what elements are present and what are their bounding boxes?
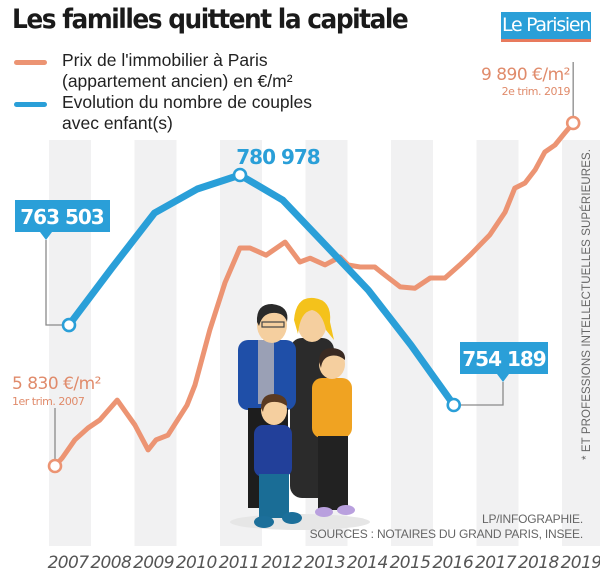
boy-shoe: [282, 512, 302, 524]
x-tick-label: 2012: [261, 553, 302, 573]
legend-item-price: Prix de l'immobilier à Paris (appartemen…: [12, 50, 312, 92]
father-shirt: [258, 340, 274, 404]
callout-box: [15, 200, 110, 232]
mother-hair: [294, 297, 334, 340]
x-tick-label: 2013: [304, 553, 345, 573]
band-2019: [562, 140, 600, 546]
legend-label-line1: Prix de l'immobilier à Paris: [62, 50, 268, 70]
girl-sweater: [312, 378, 352, 438]
connector-couples-2016: [453, 382, 504, 406]
price-start-period: 1er trim. 2007: [12, 395, 85, 408]
marker-couples-2011: [232, 167, 248, 183]
x-tick-label: 2009: [133, 553, 174, 573]
x-tick-label: 2011: [219, 553, 260, 573]
le-parisien-logo: Le Parisien: [501, 12, 591, 42]
boy-shoe: [254, 516, 274, 528]
x-tick-label: 2016: [432, 553, 474, 573]
x-tick-label: 2007: [48, 553, 90, 573]
price-end-value: 9 890 €/m²: [481, 65, 570, 85]
price-end-period: 2e trim. 2019: [502, 85, 571, 98]
girl-shoe: [315, 507, 333, 517]
legend-swatch-couples: [14, 102, 47, 107]
callout-box: [460, 342, 548, 374]
x-tick-label: 2008: [90, 553, 132, 573]
x-tick-label: 2014: [347, 553, 388, 573]
marker-price-start: [47, 458, 63, 474]
marker-couples-2016: [446, 397, 462, 413]
couples-2016-value: 754 189: [462, 347, 546, 371]
girl-legs: [318, 436, 348, 510]
x-tick-label: 2015: [390, 553, 431, 573]
couples-2011-value: 780 978: [236, 145, 320, 169]
connector-couples-2007: [45, 240, 69, 326]
series-markers: [47, 115, 581, 474]
legend-item-couples: Evolution du nombre de couples avec enfa…: [12, 92, 312, 134]
girl-hair: [319, 348, 346, 368]
father-glasses: [261, 321, 285, 328]
boy-sweater: [254, 425, 292, 477]
callout-price-start: 5 830 €/m² 1er trim. 2007: [12, 374, 102, 408]
legend-swatch-price: [14, 60, 47, 65]
price-start-value: 5 830 €/m²: [12, 374, 101, 394]
page-title: Les familles quittent la capitale: [12, 4, 409, 35]
x-tick-label: 2017: [475, 553, 517, 573]
credit: LP/INFOGRAPHIE.: [482, 512, 583, 526]
x-axis-labels: 2007 2008 2009 2010 2011 2012 2013 2014 2015 2016…: [48, 553, 600, 573]
family-illustration: [230, 297, 370, 530]
legend-label-line2: avec enfant(s): [62, 113, 173, 133]
x-tick-label: 2019: [561, 553, 600, 573]
legend: Prix de l'immobilier à Paris (appartemen…: [12, 50, 312, 134]
callout-pointer: [40, 232, 52, 240]
legend-label-line2: (appartement ancien) en €/m²: [62, 71, 293, 91]
marker-couples-2007: [61, 317, 77, 333]
boy-hair: [261, 394, 288, 412]
x-tick-label: 2010: [176, 553, 217, 573]
father-hair: [256, 304, 288, 326]
vertical-footnote: * ET PROFESSIONS INTELLECTUELLES SUPÉRIE…: [580, 149, 593, 460]
callout-couples-2011: 780 978: [236, 145, 321, 169]
sources: SOURCES : NOTAIRES DU GRAND PARIS, INSEE…: [310, 527, 583, 541]
legend-label-line1: Evolution du nombre de couples: [62, 92, 313, 112]
marker-price-end: [565, 115, 581, 131]
couples-2007-value: 763 503: [20, 205, 104, 229]
girl-shoe: [337, 505, 355, 515]
callout-price-end: 9 890 €/m² 2e trim. 2019: [481, 65, 571, 98]
x-tick-label: 2018: [518, 553, 560, 573]
callout-couples-2016: 754 189: [460, 342, 548, 382]
price-series-line: [52, 120, 576, 469]
callout-couples-2007: 763 503: [15, 200, 110, 240]
boy-legs: [259, 474, 289, 518]
callout-connectors: [45, 62, 574, 466]
couples-series-line: [65, 171, 458, 409]
callout-pointer: [497, 374, 509, 382]
